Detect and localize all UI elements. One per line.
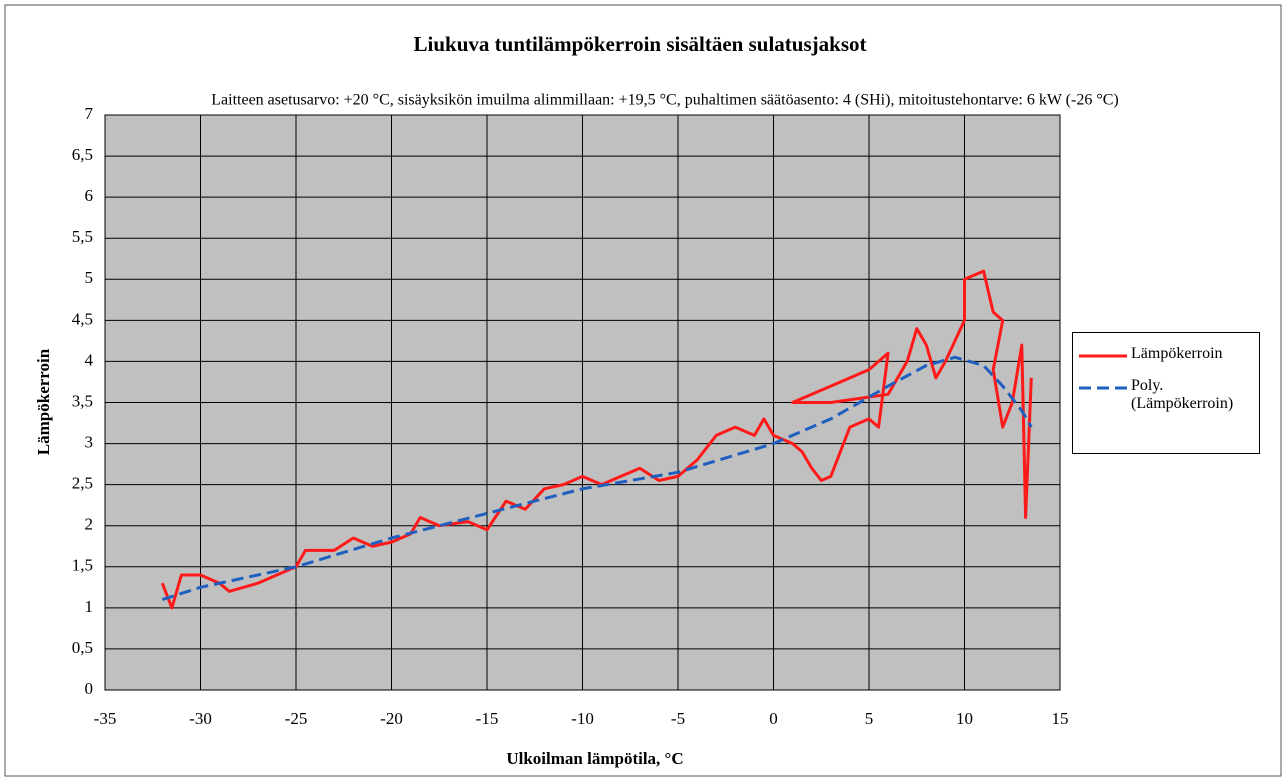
y-tick-label: 5	[85, 268, 94, 287]
series-line	[161, 355, 1033, 602]
x-tick-label: -30	[189, 709, 212, 728]
legend: Lämpökerroin Poly. (Lämpökerroin)	[1072, 332, 1260, 454]
x-tick-label: -35	[94, 709, 117, 728]
y-tick-label: 0,5	[72, 638, 93, 657]
y-tick-label: 1,5	[72, 556, 93, 575]
y-tick-label: 6	[85, 186, 94, 205]
x-tick-label: -5	[671, 709, 685, 728]
series-line	[160, 269, 1033, 610]
x-tick-label: 0	[769, 709, 778, 728]
y-tick-label: 1	[85, 597, 94, 616]
legend-label: Poly. (Lämpökerroin)	[1131, 377, 1234, 412]
y-tick-label: 2	[85, 515, 94, 534]
y-tick-label: 7	[85, 104, 94, 123]
x-axis-label: Ulkoilman lämpötila, °C	[506, 749, 683, 768]
x-tick-label: -20	[380, 709, 403, 728]
y-tick-label: 4,5	[72, 309, 93, 328]
y-tick-label: 3	[85, 432, 94, 451]
y-tick-label: 2,5	[72, 474, 93, 493]
x-tick-label: 5	[865, 709, 874, 728]
legend-swatch	[1079, 386, 1127, 390]
legend-entry: Lämpökerroin	[1079, 345, 1253, 363]
y-tick-label: 4	[85, 350, 94, 369]
x-tick-label: -15	[476, 709, 499, 728]
legend-entry: Poly. (Lämpökerroin)	[1079, 377, 1253, 413]
y-tick-label: 6,5	[72, 145, 93, 164]
x-tick-label: 15	[1052, 709, 1069, 728]
x-tick-label: 10	[956, 709, 973, 728]
y-tick-label: 3,5	[72, 391, 93, 410]
legend-swatch	[1079, 354, 1127, 358]
y-axis-label: Lämpökerroin	[34, 348, 53, 455]
y-tick-label: 0	[85, 679, 94, 698]
chart-subtitle: Laitteen asetusarvo: +20 °C, sisäyksikön…	[211, 92, 1118, 109]
chart-title: Liukuva tuntilämpökerroin sisältäen sula…	[414, 32, 867, 56]
y-tick-label: 5,5	[72, 227, 93, 246]
x-tick-label: -10	[571, 709, 594, 728]
x-tick-label: -25	[285, 709, 308, 728]
legend-label: Lämpökerroin	[1131, 345, 1223, 362]
